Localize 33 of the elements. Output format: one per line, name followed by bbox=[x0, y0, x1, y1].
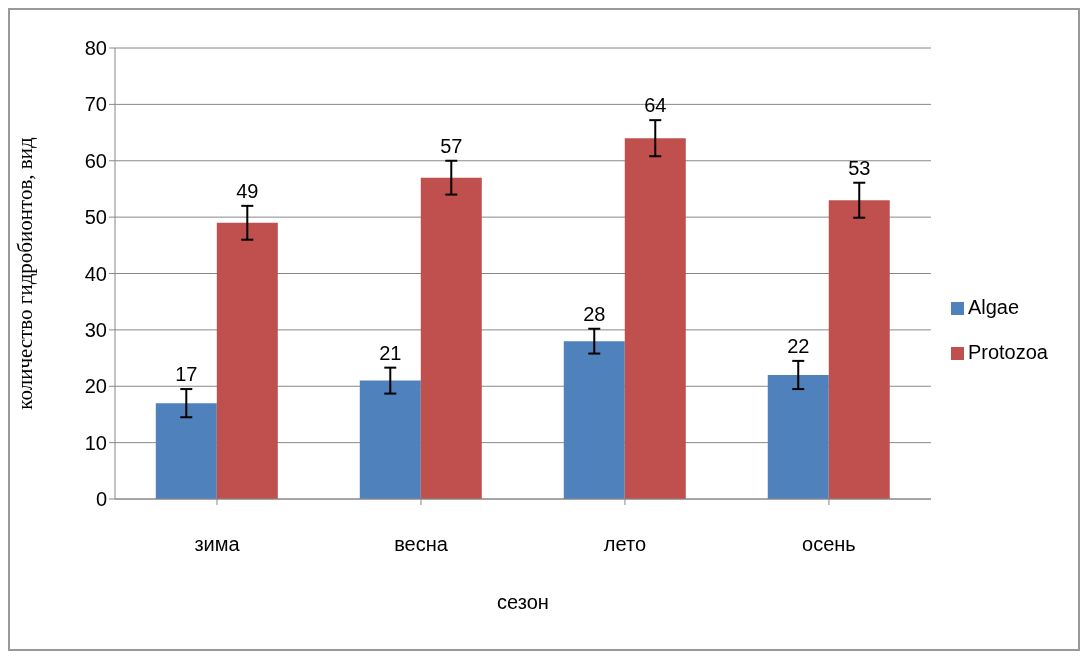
data-label: 17 bbox=[175, 363, 198, 386]
y-tick-label: 20 bbox=[84, 375, 107, 398]
y-tick-label: 60 bbox=[84, 149, 107, 172]
y-tick-label: 40 bbox=[84, 262, 107, 285]
bar bbox=[828, 200, 890, 499]
data-label: 22 bbox=[787, 334, 810, 357]
bar bbox=[420, 177, 482, 499]
legend-label: Algae bbox=[967, 295, 1020, 318]
x-tick-label: весна bbox=[394, 533, 449, 556]
data-label: 64 bbox=[644, 94, 667, 117]
data-label: 53 bbox=[848, 156, 871, 179]
y-axis-title: количество гидробионтов, вид bbox=[13, 137, 38, 410]
bar bbox=[155, 403, 217, 499]
y-tick-label: 80 bbox=[84, 37, 107, 60]
y-tick-label: 10 bbox=[84, 431, 107, 454]
data-label: 21 bbox=[379, 341, 402, 364]
data-label: 57 bbox=[440, 134, 463, 157]
bar bbox=[216, 222, 278, 499]
bar bbox=[563, 341, 625, 499]
x-tick-label: лето bbox=[603, 533, 647, 556]
y-tick-label: 50 bbox=[84, 206, 107, 229]
data-label: 49 bbox=[236, 179, 259, 202]
x-axis-title: сезон bbox=[497, 591, 549, 613]
bar bbox=[624, 138, 686, 499]
data-label: 28 bbox=[583, 302, 606, 325]
x-tick-label: зима bbox=[194, 533, 241, 556]
x-tick-label: осень bbox=[802, 533, 856, 556]
bar bbox=[767, 374, 829, 499]
y-tick-label: 30 bbox=[84, 318, 107, 341]
y-tick-label: 0 bbox=[95, 488, 107, 511]
bar bbox=[359, 380, 421, 499]
legend-label: Protozoa bbox=[967, 340, 1048, 363]
y-tick-label: 70 bbox=[84, 93, 107, 116]
